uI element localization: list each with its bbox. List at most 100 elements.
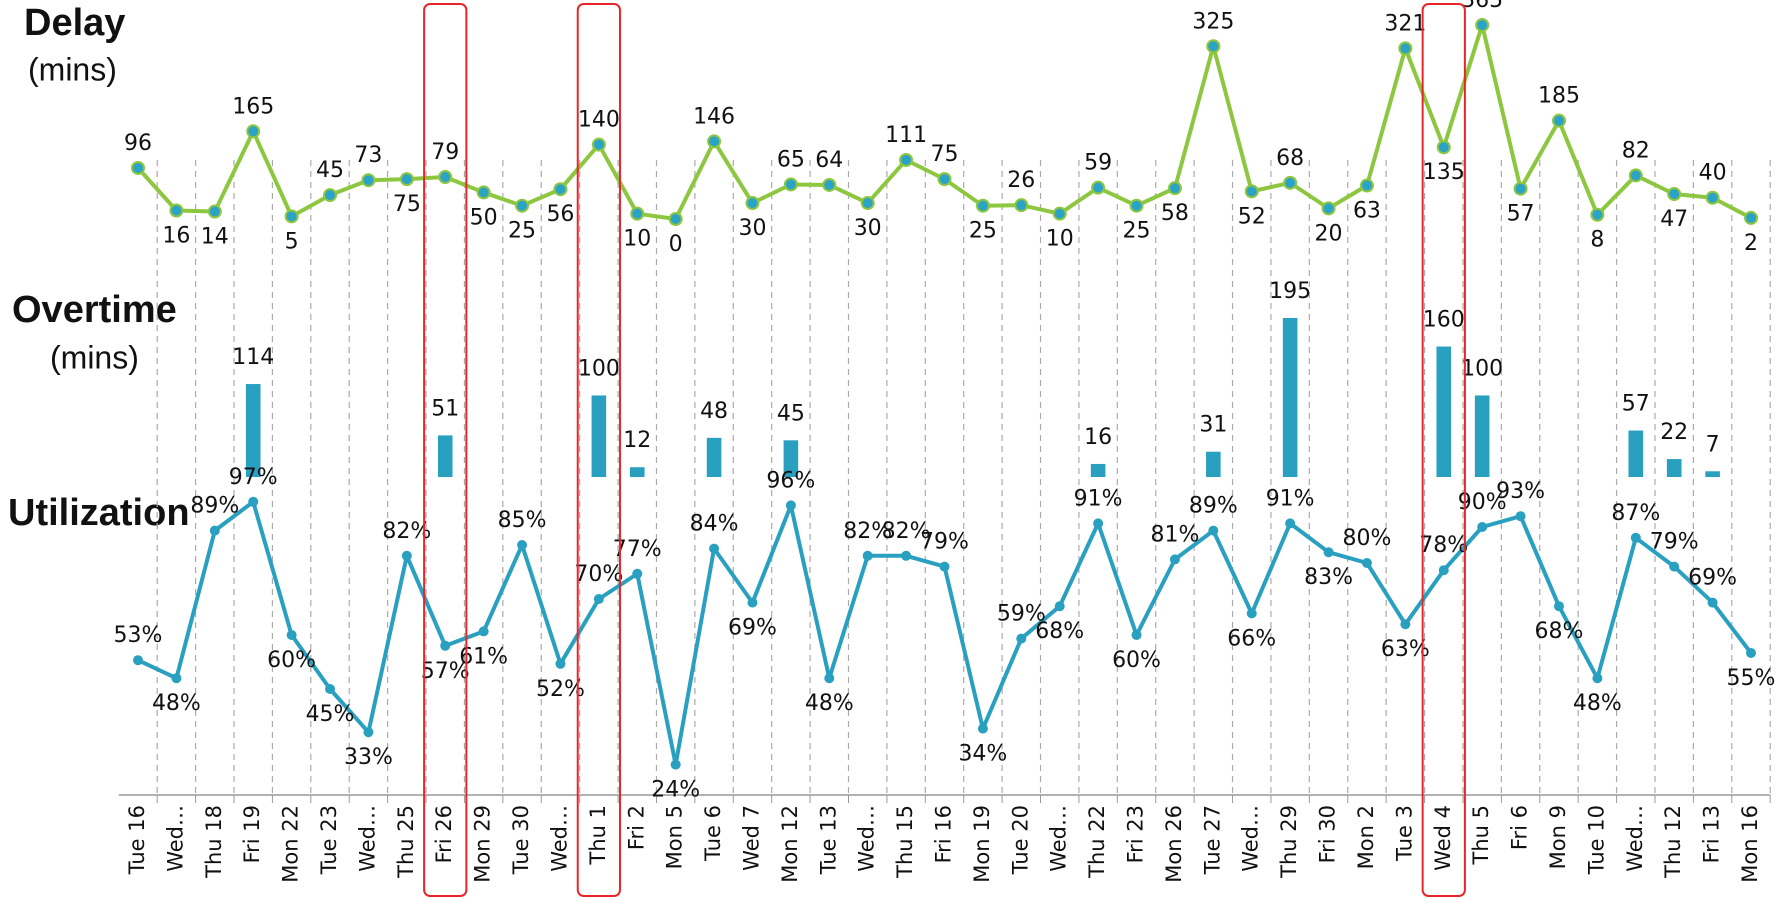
marker (1631, 533, 1641, 543)
marker (1592, 673, 1602, 683)
data-label: 79% (920, 530, 969, 555)
x-tick-label: Tue 23 (317, 805, 341, 875)
marker (170, 204, 182, 216)
x-tick-label: Fri 2 (624, 805, 648, 850)
x-tick-label: Fri 13 (1700, 805, 1724, 863)
x-tick-label: Thu 1 (586, 805, 610, 865)
marker (786, 500, 796, 510)
marker (1246, 185, 1258, 197)
marker (401, 173, 413, 185)
data-label: 100 (578, 356, 620, 381)
data-label: 60% (267, 648, 316, 673)
data-label: 68 (1276, 146, 1304, 171)
data-label: 45 (777, 401, 805, 426)
marker (1362, 558, 1372, 568)
bar (1206, 452, 1221, 477)
data-label: 83% (1304, 565, 1353, 590)
marker (555, 659, 565, 669)
x-tick-label: Wed… (547, 805, 571, 872)
data-label: 68% (1535, 619, 1584, 644)
marker (1054, 208, 1066, 220)
data-label: 85% (498, 508, 547, 533)
x-tick-label: Mon 26 (1162, 805, 1186, 883)
x-tick-label: Tue 30 (509, 805, 533, 875)
marker (1591, 209, 1603, 221)
bar (1475, 395, 1490, 477)
marker (1669, 562, 1679, 572)
data-label: 53% (114, 623, 163, 648)
bar (246, 384, 261, 477)
data-label: 51 (431, 396, 459, 421)
marker (1400, 619, 1410, 629)
marker (901, 551, 911, 561)
data-label: 5 (285, 229, 299, 254)
data-label: 79% (1650, 530, 1699, 555)
x-tick-label: Fri 6 (1508, 805, 1532, 850)
marker (632, 569, 642, 579)
data-label: 40 (1699, 161, 1727, 186)
marker (940, 562, 950, 572)
marker (1169, 182, 1181, 194)
x-tick-label: Wed… (1623, 805, 1647, 872)
data-label: 64 (815, 148, 843, 173)
x-tick-label: Thu 29 (1277, 805, 1301, 879)
x-tick-label: Mon 29 (471, 805, 495, 883)
marker (1016, 634, 1026, 644)
data-label: 78% (1419, 533, 1468, 558)
marker (977, 200, 989, 212)
data-label: 48% (1573, 691, 1622, 716)
marker (1668, 188, 1680, 200)
x-tick-label: Mon 9 (1546, 805, 1570, 869)
data-label: 45 (316, 158, 344, 183)
marker (1745, 212, 1757, 224)
marker (325, 684, 335, 694)
data-label: 81% (1150, 522, 1199, 547)
marker (594, 594, 604, 604)
panel-unit: (mins) (28, 51, 117, 87)
data-label: 96 (124, 131, 152, 156)
marker (1093, 518, 1103, 528)
marker (1516, 511, 1526, 521)
data-label: 80% (1342, 526, 1391, 551)
bar (1705, 471, 1720, 477)
x-tick-label: Wed 4 (1431, 805, 1455, 871)
data-label: 50 (470, 205, 498, 230)
x-tick-label: Tue 3 (1392, 805, 1416, 862)
x-tick-label: Mon 2 (1354, 805, 1378, 869)
data-label: 45% (306, 702, 355, 727)
bar (1283, 318, 1298, 477)
data-label: 57 (1622, 392, 1650, 417)
data-label: 56 (546, 202, 574, 227)
marker (210, 526, 220, 536)
bar (1628, 431, 1643, 477)
data-label: 33% (344, 745, 393, 770)
marker (324, 189, 336, 201)
data-label: 165 (232, 94, 274, 119)
bar (1091, 464, 1106, 477)
data-label: 73 (354, 143, 382, 168)
x-tick-label: Mon 19 (970, 805, 994, 883)
panel-title: Delay (24, 2, 125, 44)
x-tick-label: Fri 26 (432, 805, 456, 863)
data-label: 66% (1227, 626, 1276, 651)
data-label: 68% (1035, 619, 1084, 644)
data-label: 31 (1199, 413, 1227, 438)
marker (1132, 630, 1142, 640)
data-label: 48 (700, 399, 728, 424)
marker (670, 213, 682, 225)
data-label: 69% (728, 616, 777, 641)
marker (939, 173, 951, 185)
data-label: 14 (201, 225, 229, 250)
marker (1399, 42, 1411, 54)
data-label: 58 (1161, 201, 1189, 226)
data-label: 25 (1123, 219, 1151, 244)
x-tick-label: Thu 15 (893, 805, 917, 879)
bar (1667, 459, 1682, 477)
marker (554, 183, 566, 195)
marker (286, 210, 298, 222)
x-tick-label: Tue 10 (1584, 805, 1608, 875)
marker (1055, 601, 1065, 611)
data-label: 84% (690, 512, 739, 537)
marker (1285, 518, 1295, 528)
marker (287, 630, 297, 640)
